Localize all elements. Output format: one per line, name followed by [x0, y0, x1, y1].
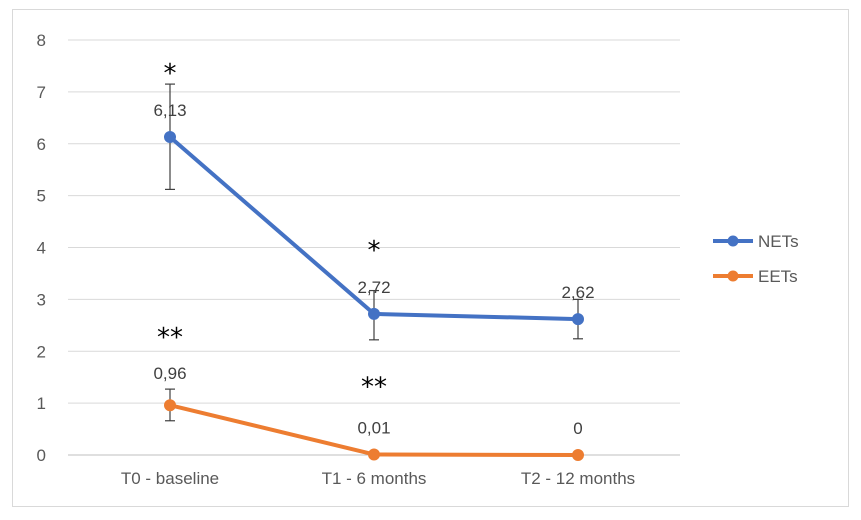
y-tick-label: 6 [37, 135, 46, 154]
x-axis: T0 - baseline T1 - 6 months T2 - 12 months [121, 469, 635, 488]
data-label: 2,72 [357, 278, 390, 297]
legend: NETs EETs [713, 232, 799, 286]
y-tick-label: 3 [37, 290, 46, 309]
significance-marker: ** [157, 323, 183, 353]
legend-swatch-marker [727, 270, 739, 282]
x-tick-label: T2 - 12 months [521, 469, 635, 488]
legend-label: NETs [758, 232, 799, 251]
data-point [572, 449, 584, 461]
data-label: 0,01 [357, 418, 390, 437]
data-point [368, 307, 380, 320]
data-point [164, 131, 176, 144]
y-tick-label: 4 [37, 239, 46, 258]
y-tick-label: 1 [37, 394, 46, 413]
y-tick-label: 8 [37, 31, 46, 50]
y-tick-label: 2 [37, 342, 46, 361]
y-axis: 0 1 2 3 4 5 6 7 8 [37, 31, 46, 465]
significance-marker: ** [361, 372, 387, 402]
data-label: 0 [573, 419, 582, 438]
y-tick-label: 7 [37, 83, 46, 102]
legend-swatch-marker [727, 235, 739, 247]
data-label: 0,96 [153, 364, 186, 383]
series-eets: 0,96 0,01 0 ** ** [153, 323, 584, 461]
legend-item-eets: EETs [713, 267, 798, 286]
y-tick-label: 5 [37, 187, 46, 206]
significance-marker: * [164, 59, 177, 89]
data-label: 6,13 [153, 101, 186, 120]
data-point [368, 448, 380, 461]
series-group: 6,132,72 2,62**0,960,01 0**** [153, 59, 595, 461]
data-label: 2,62 [561, 283, 594, 302]
legend-label: EETs [758, 267, 798, 286]
data-point [164, 399, 176, 412]
x-tick-label: T1 - 6 months [322, 469, 427, 488]
x-tick-label: T0 - baseline [121, 469, 219, 488]
legend-item-nets: NETs [713, 232, 799, 251]
significance-marker: * [368, 236, 381, 266]
data-point [572, 313, 584, 326]
y-tick-label: 0 [37, 446, 46, 465]
series-nets: 6,13 2,72 2,62 * * [153, 59, 595, 341]
